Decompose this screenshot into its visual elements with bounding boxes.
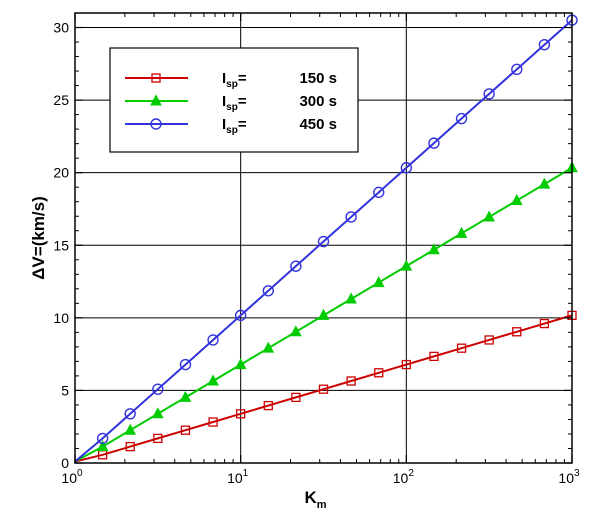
legend-value: 300 s [299, 93, 337, 110]
x-tick-label: 103 [558, 468, 580, 486]
data-point [234, 309, 247, 322]
data-point [456, 343, 467, 353]
data-point [373, 186, 385, 199]
data-point [372, 275, 385, 288]
data-point [428, 243, 440, 255]
x-axis-label-main: K [304, 488, 317, 507]
legend: Isp= 150 s Isp= 300 s Isp= 450 s [109, 47, 359, 153]
data-point [455, 112, 468, 125]
legend-label: Isp= [222, 70, 247, 90]
data-point [234, 358, 247, 370]
legend-label: Isp= [222, 93, 247, 113]
legend-value: 150 s [299, 70, 337, 87]
data-point [483, 210, 495, 222]
data-point [179, 390, 192, 402]
data-point [539, 318, 550, 329]
data-point [290, 325, 302, 337]
legend-marker [150, 118, 162, 130]
y-tick-label: 10 [53, 310, 69, 326]
data-point [153, 433, 163, 444]
y-tick-label: 5 [61, 382, 69, 398]
legend-label: Isp= [222, 116, 247, 136]
data-point [345, 292, 357, 304]
legend-marker [151, 73, 161, 83]
data-point [151, 407, 164, 419]
x-tick-label: 102 [393, 468, 415, 486]
data-point [318, 384, 329, 394]
data-point [455, 226, 468, 238]
x-tick-label: 100 [61, 468, 83, 486]
data-point [510, 193, 523, 206]
legend-entry: Isp= 450 s [125, 116, 337, 136]
x-axis-label: Km [304, 488, 326, 511]
data-point [262, 285, 274, 297]
data-point [291, 392, 301, 403]
data-point [512, 327, 522, 337]
data-point [317, 235, 330, 248]
data-point [208, 417, 218, 427]
data-point [180, 425, 191, 435]
data-point [511, 63, 523, 76]
data-point [152, 383, 164, 395]
y-tick-label: 30 [53, 20, 69, 36]
plot-frame [74, 12, 573, 464]
data-point [538, 177, 551, 189]
data-point [346, 376, 356, 386]
y-tick-label: 0 [61, 455, 69, 471]
data-point [263, 400, 273, 411]
series-2 [74, 14, 578, 463]
x-axis-label-sub: m [317, 499, 327, 511]
y-tick-label: 15 [53, 237, 69, 253]
data-point [207, 334, 219, 346]
data-point [484, 335, 494, 345]
legend-entry: Isp= 300 s [125, 93, 337, 113]
x-tick-label: 101 [227, 468, 249, 486]
data-point [400, 162, 413, 174]
axis-ticks: 100 101 102 103 0 5 10 15 20 25 30 [53, 13, 580, 486]
legend-value: 450 s [299, 116, 337, 133]
data-point [207, 374, 219, 386]
data-point [96, 440, 109, 452]
y-axis-title: ΔV=(km/s) [29, 196, 48, 280]
series-layer [74, 14, 578, 463]
y-tick-label: 25 [53, 92, 69, 108]
data-point [400, 259, 413, 271]
legend-entry: Isp= 150 s [125, 70, 337, 90]
data-point [429, 351, 439, 362]
series-line [74, 19, 573, 463]
data-point [179, 358, 192, 371]
y-tick-label: 20 [53, 165, 69, 181]
data-point [538, 39, 551, 51]
data-point [124, 408, 136, 420]
data-point [124, 423, 137, 435]
data-point [262, 341, 275, 353]
legend-marker [150, 94, 162, 106]
y-axis-label: ΔV=(km/s) [29, 196, 48, 280]
data-point [483, 88, 495, 100]
data-point [374, 368, 384, 378]
data-point [290, 260, 302, 272]
data-point [317, 308, 330, 320]
data-point [236, 409, 246, 419]
series-line [74, 314, 573, 463]
series-1 [74, 161, 578, 463]
data-point [96, 432, 109, 445]
series-0 [74, 310, 577, 463]
data-point [345, 211, 357, 223]
data-point [428, 137, 440, 149]
data-point [125, 441, 135, 452]
data-point [401, 359, 411, 370]
